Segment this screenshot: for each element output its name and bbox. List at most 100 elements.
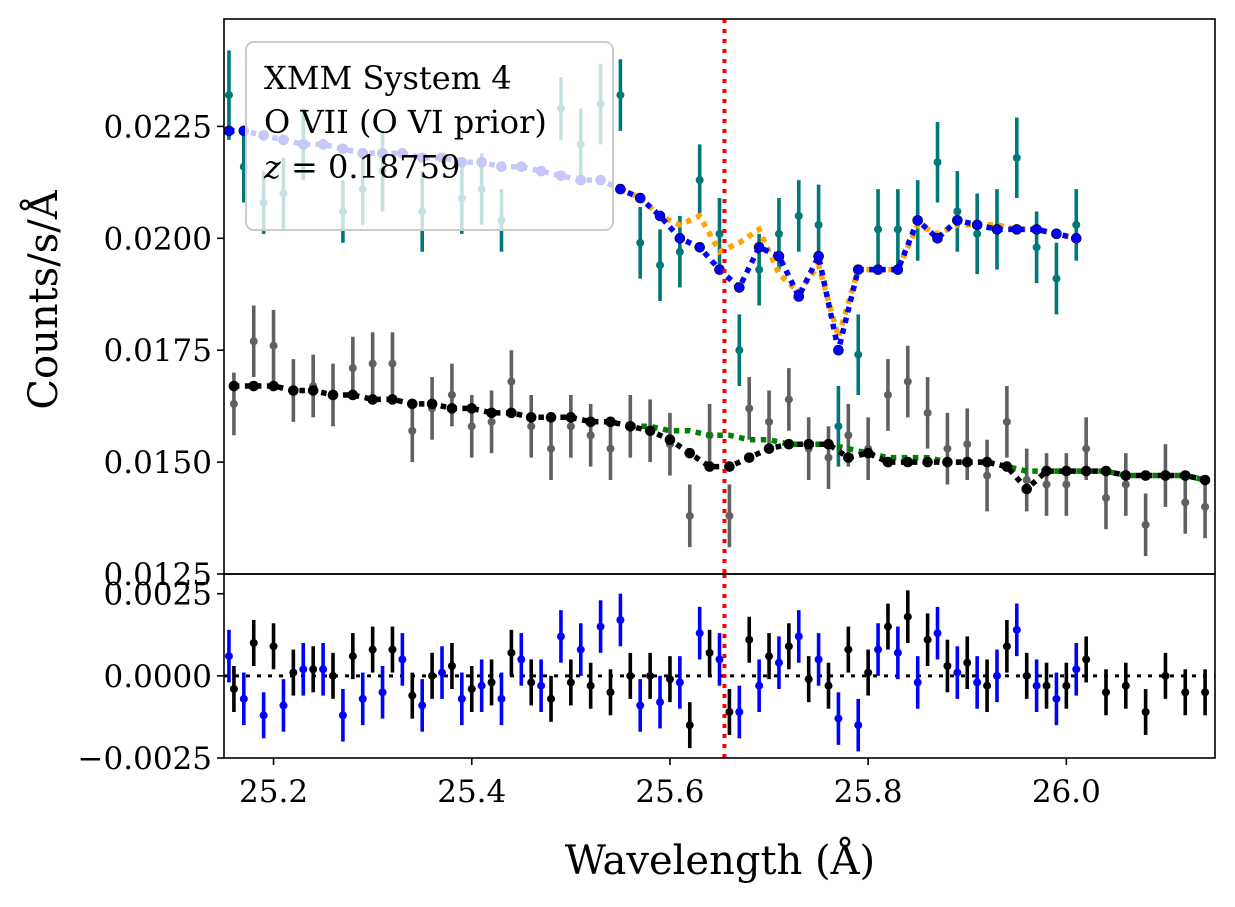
pn-data-point [685, 511, 694, 520]
pn-data-point [844, 431, 853, 440]
pn-model-marker [625, 420, 636, 432]
mos-residuals-point [715, 655, 724, 664]
pn-residuals-point [606, 688, 615, 697]
pn-residuals-point [685, 721, 694, 730]
pn-residuals-point [289, 668, 298, 677]
pn-residuals-point [745, 635, 754, 644]
legend-title: XMM System 4 [264, 59, 512, 97]
top-y-tick-label: 0.0125 [104, 557, 212, 593]
mos-residuals-point [418, 701, 427, 710]
top-y-tick-label: 0.0175 [104, 333, 212, 369]
pn-data-point [943, 444, 952, 453]
pn-residuals-point [566, 678, 575, 687]
x-tick-label: 26.0 [1032, 774, 1101, 810]
pn-residuals-point [765, 652, 774, 661]
pn-residuals-point [1201, 688, 1210, 697]
pn-residuals-point [269, 642, 278, 651]
pn-residuals-point [1062, 681, 1071, 690]
pn-model-marker [466, 403, 478, 414]
pn-data-point [408, 426, 417, 435]
mos-model-marker [793, 291, 805, 302]
mos-model-marker [852, 264, 864, 275]
mos-residuals-point [224, 652, 233, 661]
mos-residuals-point [1032, 681, 1041, 690]
legend-redshift: z = 0.18759 [263, 148, 460, 186]
pn-residuals-point [447, 662, 456, 670]
mos-residuals-point [814, 655, 823, 664]
pn-model-marker [228, 380, 240, 392]
x-tick-label: 25.4 [437, 774, 506, 810]
pn-residuals-point [467, 685, 476, 693]
pn-data-point [269, 341, 278, 350]
pn-model-marker [743, 452, 755, 463]
pn-data-point [229, 399, 238, 408]
mos-residuals-point [695, 629, 704, 638]
pn-model-marker [347, 389, 359, 401]
pn-data-point [507, 377, 516, 386]
mos-model-marker [1070, 233, 1082, 244]
legend-redshift-symbol: z [263, 148, 282, 186]
pn-data-point [547, 444, 556, 453]
pn-model-marker [585, 416, 596, 428]
pn-model-marker [605, 416, 616, 428]
mos-data-point [933, 158, 942, 167]
pn-residuals-point [229, 685, 238, 693]
pn-data-point [1062, 480, 1071, 489]
pn-residuals-point [1082, 655, 1091, 664]
pn-model-marker [644, 425, 656, 437]
mos-residuals-point [953, 668, 962, 677]
pn-residuals-point [388, 645, 397, 654]
mos-residuals-point [358, 694, 367, 703]
pn-model-marker [1001, 461, 1013, 472]
pn-residuals-point [963, 658, 972, 667]
x-tick-label: 25.8 [834, 774, 903, 810]
mos-residuals-point [338, 711, 347, 720]
pn-data-point [963, 440, 972, 449]
pn-model-marker [426, 398, 438, 410]
mos-model-marker [1051, 228, 1062, 240]
mos-residuals-point [893, 648, 902, 657]
legend-redshift-value: = 0.18759 [281, 148, 460, 186]
mos-residuals-point [299, 665, 308, 674]
pn-data-point [1121, 480, 1130, 489]
pn-data-point [784, 395, 793, 404]
pn-model-marker [545, 412, 557, 423]
pn-model-marker [724, 461, 735, 472]
pn-model-marker [506, 407, 517, 419]
pn-residuals-point [1042, 681, 1051, 690]
pn-model-marker [565, 412, 577, 423]
pn-residuals-point [348, 652, 357, 661]
pn-residuals-point [428, 671, 437, 680]
pn-model-marker [803, 438, 814, 450]
pn-data-point [606, 444, 615, 453]
pn-residuals-point [1141, 708, 1150, 716]
pn-model-marker [1199, 474, 1211, 486]
mos-model-marker [952, 215, 963, 226]
pn-model-marker [922, 456, 933, 468]
pn-data-point [745, 404, 754, 413]
mos-model-o-vi-prior-line [619, 186, 1077, 347]
pn-data-point [1002, 417, 1011, 426]
mos-data-point [656, 261, 665, 270]
x-axis-label: Wavelength (Å) [565, 837, 875, 884]
mos-residuals-point [457, 694, 466, 703]
pn-residuals-point [309, 665, 318, 674]
mos-data-point [973, 229, 982, 238]
pn-data-point [883, 390, 892, 399]
pn-residuals-point [507, 648, 516, 657]
pn-residuals-point [487, 678, 496, 687]
pn-residuals-point [586, 681, 595, 690]
mos-data-point [953, 207, 962, 216]
pn-model-marker [684, 447, 696, 459]
pn-model-marker [664, 434, 676, 446]
mos-model-marker [971, 219, 983, 231]
mos-residuals-point [319, 665, 328, 674]
pn-data-point [903, 377, 912, 386]
pn-data-point [368, 359, 377, 368]
mos-residuals-point [497, 694, 506, 703]
pn-residuals-point [249, 639, 258, 647]
pn-residuals-point [784, 642, 793, 651]
mos-residuals-point [576, 645, 585, 654]
x-tick-label: 25.2 [239, 774, 308, 810]
